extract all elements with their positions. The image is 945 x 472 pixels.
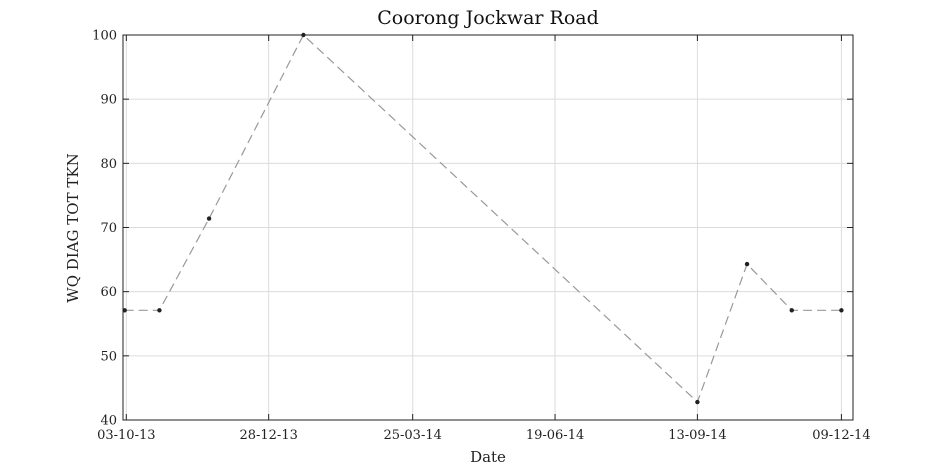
data-point	[744, 261, 750, 267]
y-tick-label: 90	[100, 93, 117, 108]
x-tick-label: 03-10-13	[97, 428, 155, 443]
y-tick-label: 60	[100, 285, 117, 300]
data-point	[157, 308, 162, 313]
x-tick-label: 28-12-13	[239, 428, 297, 443]
series	[122, 32, 844, 405]
series-line	[124, 34, 842, 404]
grid	[123, 34, 853, 421]
y-axis-label: WQ DIAG TOT TKN	[64, 153, 82, 302]
x-tick-label: 19-06-14	[526, 428, 584, 443]
axis-ticks: 40 50 60 70 80 90 100 03-10-13 28-12-13 25-03-14 1…	[92, 29, 870, 444]
data-point	[206, 216, 212, 221]
y-tick-label: 40	[100, 414, 117, 429]
x-tick-label: 25-03-14	[383, 428, 441, 443]
x-axis-label: Date	[470, 448, 506, 466]
data-point	[695, 399, 700, 405]
data-point	[789, 308, 794, 313]
y-tick-label: 100	[92, 29, 117, 44]
y-tick-label: 80	[100, 157, 117, 172]
data-point	[839, 308, 844, 313]
data-point	[301, 32, 306, 38]
chart-title: Coorong Jockwar Road	[377, 7, 599, 29]
y-tick-label: 50	[100, 349, 117, 364]
y-tick-label: 70	[100, 221, 117, 236]
x-tick-label: 13-09-14	[668, 428, 726, 443]
x-tick-label: 09-12-14	[812, 428, 870, 443]
data-point	[122, 308, 127, 313]
